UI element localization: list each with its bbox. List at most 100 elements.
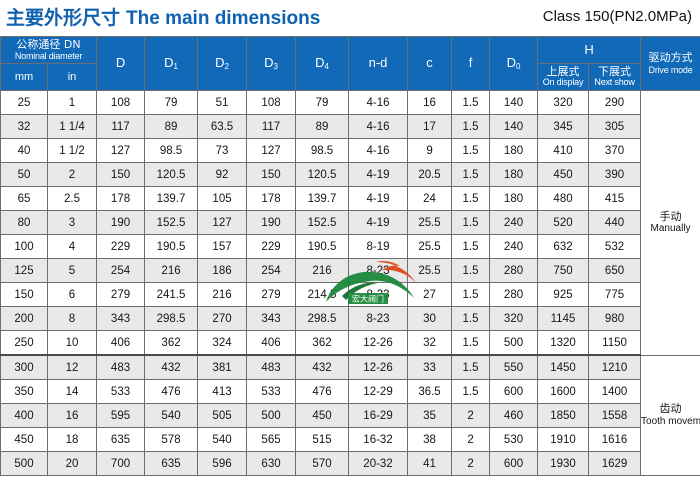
cell-D2: 92 [197, 162, 248, 187]
table-row: 40 1 1/2 127 98.5 73 127 98.5 4-16 9 1.5 180 410 370 [0, 138, 700, 163]
cell-in: 1 [46, 90, 98, 115]
cell-D0: 180 [489, 186, 539, 211]
table-header: 公称通径 DN Nominal diameter D D1 D2 D3 D4 n… [0, 36, 700, 91]
cell-f: 1.5 [451, 306, 491, 331]
cell-nd: 16-29 [348, 403, 409, 428]
cell-f: 1.5 [451, 210, 491, 235]
cell-f: 1.5 [451, 258, 491, 283]
header-col-H: H [537, 36, 642, 64]
table-row: 125 5 254 216 186 254 216 8-23 25.5 1.5 280 750 650 [0, 258, 700, 283]
cell-f: 1.5 [451, 114, 491, 139]
header-unit-mm: mm [0, 63, 48, 91]
table-row: 400 16 595 540 505 500 450 16-29 35 2 460 1850 1558 [0, 403, 700, 428]
header-drive-mode: 驱动方式 Drive mode [640, 36, 700, 91]
cell-D2: 51 [197, 90, 248, 115]
cell-h_up: 1850 [537, 403, 590, 428]
cell-nd: 4-16 [348, 138, 409, 163]
header-h-next-show: 下展式 Next show [588, 63, 642, 91]
table-row: 50 2 150 120.5 92 150 120.5 4-19 20.5 1.5 180 450 39… [0, 162, 700, 187]
cell-D0: 240 [489, 234, 539, 259]
cell-mm: 400 [0, 403, 48, 428]
header-row-2: mm in 上展式 On display 下展式 Next show [0, 63, 700, 91]
cell-in: 4 [46, 234, 98, 259]
cell-in: 16 [46, 403, 98, 428]
cell-f: 2 [451, 403, 491, 428]
table-row: 65 2.5 178 139.7 105 178 139.7 4-19 24 1.5 180 480 4… [0, 186, 700, 211]
header-row-1: 公称通径 DN Nominal diameter D D1 D2 D3 D4 n… [0, 36, 700, 91]
cell-nd: 8-19 [348, 234, 409, 259]
cell-D3: 500 [246, 403, 297, 428]
header-col-n-d: n-d [348, 36, 409, 91]
cell-D1: 540 [144, 403, 199, 428]
header-col-D2: D2 [197, 36, 248, 91]
cell-D3: 279 [246, 282, 297, 307]
cell-D4: 432 [295, 354, 350, 380]
cell-f: 1.5 [451, 186, 491, 211]
cell-c: 20.5 [407, 162, 453, 187]
cell-D3: 533 [246, 379, 297, 404]
cell-f: 1.5 [451, 138, 491, 163]
dimensions-table: 公称通径 DN Nominal diameter D D1 D2 D3 D4 n… [0, 36, 700, 476]
cell-D0: 240 [489, 210, 539, 235]
table-row: 500 20 700 635 596 630 570 20-32 41 2 600 1930 1629 [0, 451, 700, 476]
cell-D4: 362 [295, 330, 350, 356]
cell-D: 406 [96, 330, 146, 356]
cell-h_up: 632 [537, 234, 590, 259]
cell-D4: 152.5 [295, 210, 350, 235]
cell-D2: 381 [197, 354, 248, 380]
cell-D0: 280 [489, 282, 539, 307]
cell-D2: 505 [197, 403, 248, 428]
cell-D2: 73 [197, 138, 248, 163]
cell-D3: 254 [246, 258, 297, 283]
cell-D4: 89 [295, 114, 350, 139]
cell-c: 38 [407, 427, 453, 452]
cell-D1: 432 [144, 354, 199, 380]
cell-D2: 596 [197, 451, 248, 476]
cell-h_up: 1145 [537, 306, 590, 331]
header-col-D0: D0 [489, 36, 539, 91]
cell-D2: 105 [197, 186, 248, 211]
cell-f: 2 [451, 451, 491, 476]
cell-D0: 320 [489, 306, 539, 331]
cell-f: 1.5 [451, 379, 491, 404]
cell-mm: 200 [0, 306, 48, 331]
cell-h_down: 1558 [588, 403, 642, 428]
cell-h_up: 1930 [537, 451, 590, 476]
cell-h_down: 370 [588, 138, 642, 163]
cell-c: 41 [407, 451, 453, 476]
cell-D2: 413 [197, 379, 248, 404]
cell-D0: 600 [489, 379, 539, 404]
cell-h_down: 775 [588, 282, 642, 307]
cell-in: 14 [46, 379, 98, 404]
cell-D1: 79 [144, 90, 199, 115]
table-row: 300 12 483 432 381 483 432 12-26 33 1.5 550 1450 121… [0, 354, 700, 476]
cell-h_down: 1629 [588, 451, 642, 476]
table-row: 350 14 533 476 413 533 476 12-29 36.5 1.5 600 1600 1… [0, 379, 700, 404]
table-row: 25 1 108 79 51 108 79 4-16 16 1.5 140 320 290 手动 Manua… [0, 90, 700, 356]
cell-D: 343 [96, 306, 146, 331]
cell-h_down: 440 [588, 210, 642, 235]
cell-D1: 362 [144, 330, 199, 356]
cell-D: 229 [96, 234, 146, 259]
cell-D: 700 [96, 451, 146, 476]
cell-D2: 540 [197, 427, 248, 452]
cell-D4: 139.7 [295, 186, 350, 211]
cell-D0: 280 [489, 258, 539, 283]
table-row: 32 1 1/4 117 89 63.5 117 89 4-16 17 1.5 140 345 305 [0, 114, 700, 139]
cell-D1: 190.5 [144, 234, 199, 259]
cell-D1: 298.5 [144, 306, 199, 331]
cell-D4: 216 [295, 258, 350, 283]
cell-mm: 450 [0, 427, 48, 452]
cell-D2: 157 [197, 234, 248, 259]
cell-c: 16 [407, 90, 453, 115]
cell-nd: 12-26 [348, 330, 409, 356]
cell-D2: 270 [197, 306, 248, 331]
cell-D1: 476 [144, 379, 199, 404]
cell-h_up: 345 [537, 114, 590, 139]
cell-D: 279 [96, 282, 146, 307]
cell-mm: 500 [0, 451, 48, 476]
cell-h_down: 1210 [588, 354, 642, 380]
cell-D1: 241.5 [144, 282, 199, 307]
